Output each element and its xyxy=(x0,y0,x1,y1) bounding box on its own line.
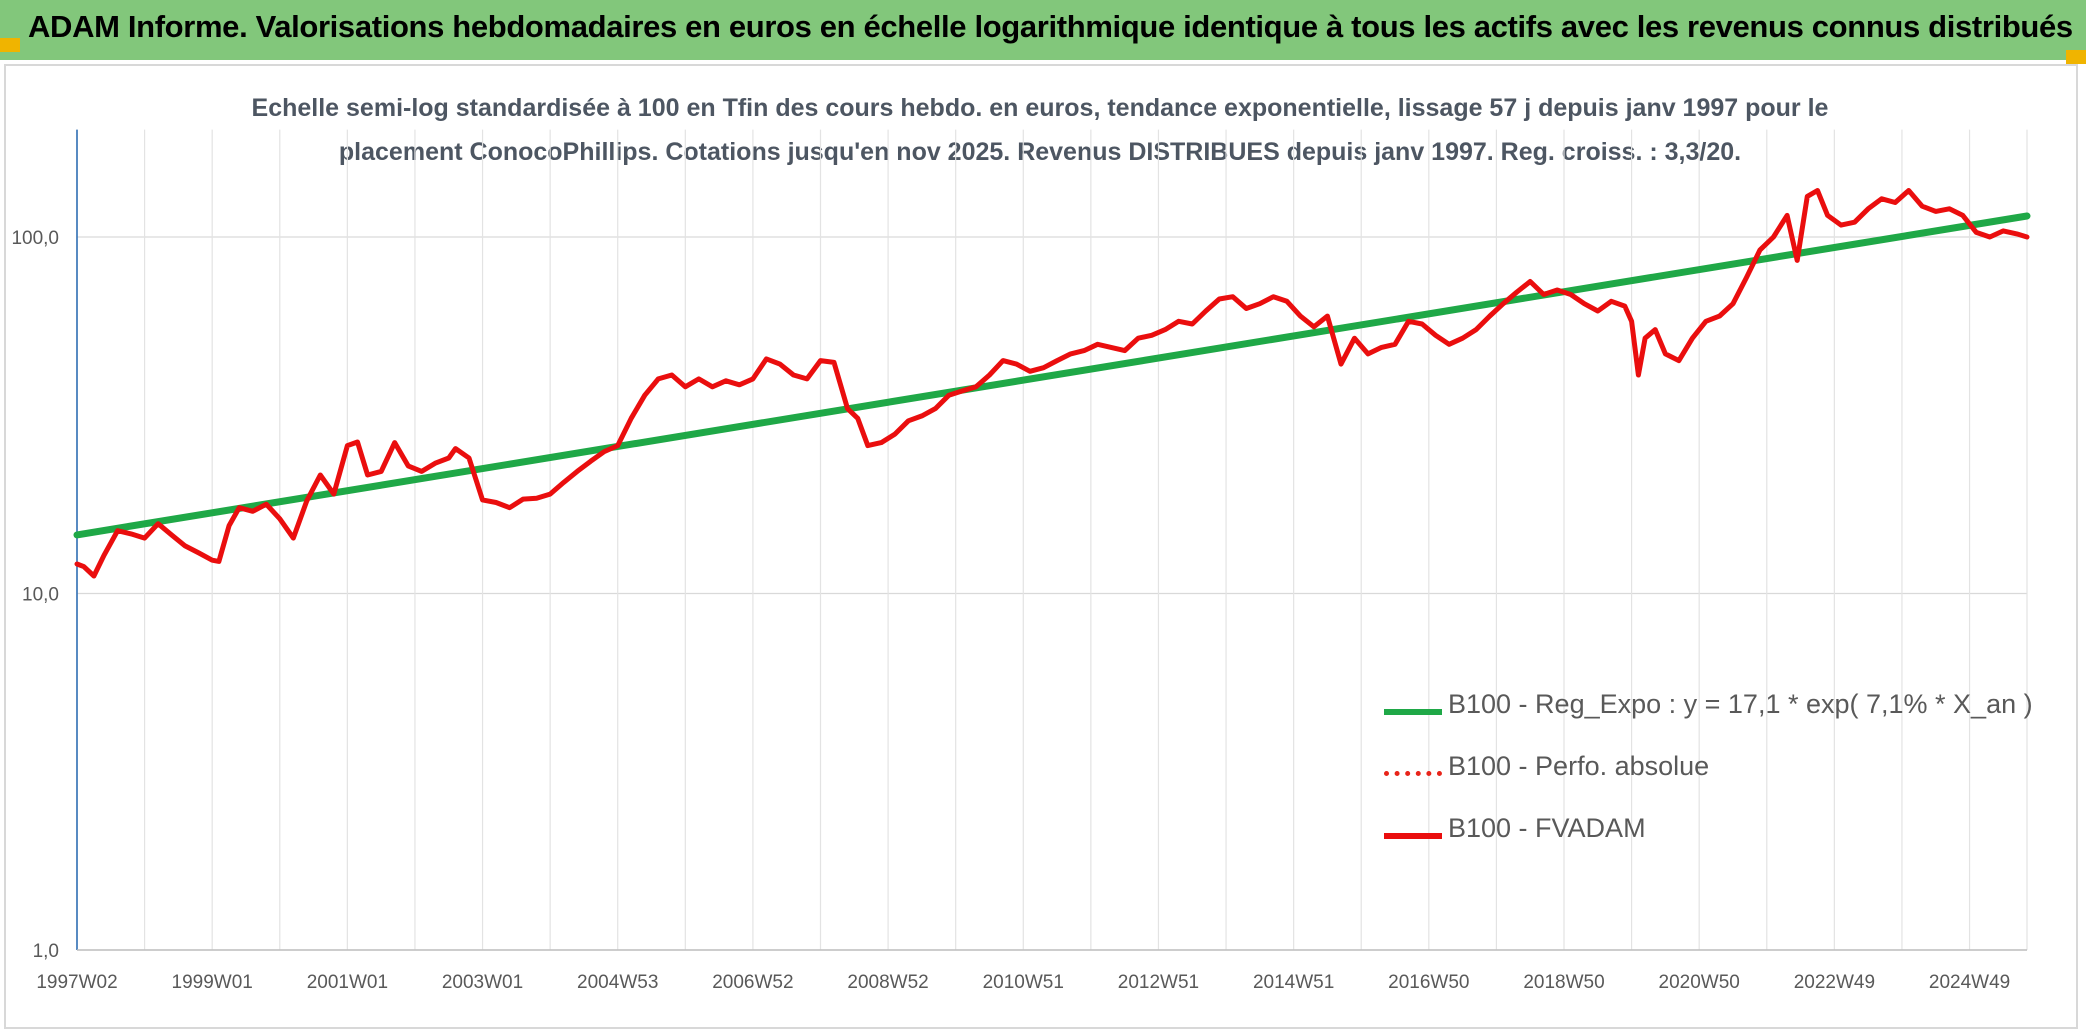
series-fvadam-line xyxy=(74,188,2030,579)
x-tick-label: 2004W53 xyxy=(577,972,658,993)
legend-item-fvadam: B100 - FVADAM xyxy=(1384,810,2024,872)
x-tick-label: 2008W52 xyxy=(847,972,928,993)
x-tick-label: 2014W51 xyxy=(1253,972,1334,993)
x-tick-label: 2006W52 xyxy=(712,972,793,993)
left-corner-marker xyxy=(0,38,20,52)
y-tick-label: 10,0 xyxy=(22,585,59,606)
legend-label-perfo: B100 - Perfo. absolue xyxy=(1448,751,1710,781)
chart-title-line-2: placement ConocoPhillips. Cotations jusq… xyxy=(338,138,1742,166)
legend-label-regression: B100 - Reg_Expo : y = 17,1 * exp( 7,1% *… xyxy=(1448,689,2033,719)
x-tick-label: 2003W01 xyxy=(442,972,523,993)
series-regression-line xyxy=(73,212,2031,539)
legend-item-regression: B100 - Reg_Expo : y = 17,1 * exp( 7,1% *… xyxy=(1384,686,2033,748)
legend-swatch-regression xyxy=(1384,709,1442,715)
chart-frame xyxy=(4,64,2078,1029)
x-tick-label: 2010W51 xyxy=(983,972,1064,993)
chart-legend: B100 - Reg_Expo : y = 17,1 * exp( 7,1% *… xyxy=(1384,686,2033,872)
x-tick-label: 2018W50 xyxy=(1523,972,1604,993)
x-tick-label: 2012W51 xyxy=(1118,972,1199,993)
x-tick-label: 2016W50 xyxy=(1388,972,1469,993)
header-banner: ADAM Informe. Valorisations hebdomadaire… xyxy=(0,0,2086,60)
x-tick-label: 2020W50 xyxy=(1659,972,1740,993)
legend-item-perfo: B100 - Perfo. absolue xyxy=(1384,748,2024,810)
x-tick-label: 2024W49 xyxy=(1929,972,2010,993)
legend-swatch-fvadam xyxy=(1384,833,1442,839)
y-tick-label: 100,0 xyxy=(11,228,59,249)
x-tick-label: 1999W01 xyxy=(172,972,253,993)
x-tick-label: 2022W49 xyxy=(1794,972,1875,993)
right-corner-marker xyxy=(2066,50,2086,64)
chart-title: Echelle semi-log standardisée à 100 en T… xyxy=(240,86,1840,174)
legend-label-fvadam: B100 - FVADAM xyxy=(1448,813,1646,843)
y-tick-label: 1,0 xyxy=(33,941,59,962)
chart-title-line-1: Echelle semi-log standardisée à 100 en T… xyxy=(251,94,1829,122)
legend-swatch-perfo xyxy=(1384,771,1442,776)
page-title: ADAM Informe. Valorisations hebdomadaire… xyxy=(28,9,2073,44)
x-tick-label: 2001W01 xyxy=(307,972,388,993)
x-tick-label: 1997W02 xyxy=(36,972,117,993)
